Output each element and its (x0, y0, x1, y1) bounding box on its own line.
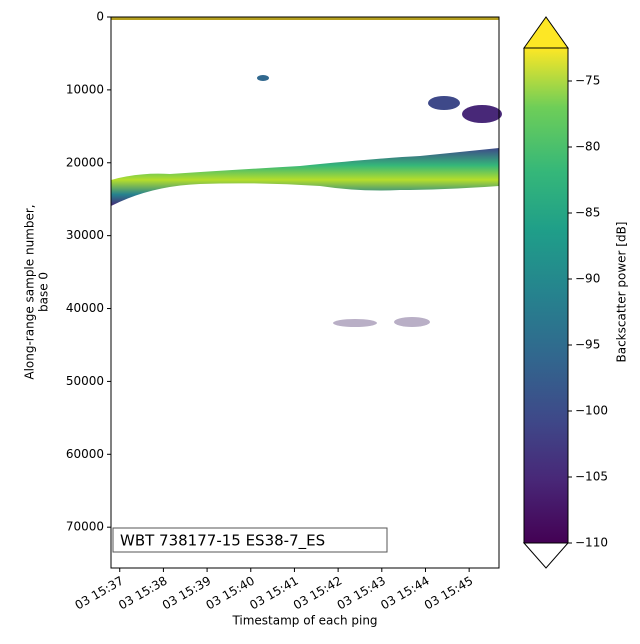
x-tick-label: 03 15:37 (73, 574, 126, 613)
y-tick-label: 30000 (66, 228, 104, 242)
annotation-box: WBT 738177-15 ES38-7_ES (112, 527, 388, 553)
x-tick-label: 03 15:42 (291, 574, 344, 613)
colorbar-tick-label: −75 (575, 74, 600, 88)
colorbar-tick-label: −95 (575, 338, 600, 352)
echogram (110, 16, 502, 569)
y-axis-label: Along-range sample number, (23, 204, 37, 379)
x-tick-label: 03 15:39 (160, 574, 213, 613)
annotation: WBT 738177-15 ES38-7_ES (120, 532, 325, 551)
colorbar-label: Backscatter power [dB] (615, 222, 629, 363)
x-tick-label: 03 15:41 (247, 574, 300, 613)
x-tick-label: 03 15:43 (335, 574, 388, 613)
y-axis-label: base 0 (37, 272, 51, 312)
colorbar-tick-label: −80 (575, 140, 600, 154)
y-tick-label: 20000 (66, 155, 104, 169)
y-tick-label: 40000 (66, 301, 104, 315)
y-tick-label: 10000 (66, 82, 104, 96)
colorbar-tick-label: −85 (575, 206, 600, 220)
colorbar-tick-label: −110 (575, 536, 608, 550)
colorbar-tick-label: −90 (575, 272, 600, 286)
x-tick-label: 03 15:40 (204, 574, 257, 613)
y-tick-label: 60000 (66, 447, 104, 461)
colorbar (522, 16, 570, 569)
x-axis-label: Timestamp of each ping (231, 614, 377, 628)
x-tick-label: 03 15:45 (422, 574, 475, 613)
colorbar-tick-label: −105 (575, 470, 608, 484)
y-tick-label: 70000 (66, 520, 104, 534)
colorbar-tick-label: −100 (575, 404, 608, 418)
x-tick-label: 03 15:44 (378, 574, 431, 613)
y-tick-label: 50000 (66, 374, 104, 388)
y-tick-label: 0 (96, 10, 104, 24)
x-tick-label: 03 15:38 (116, 574, 169, 613)
